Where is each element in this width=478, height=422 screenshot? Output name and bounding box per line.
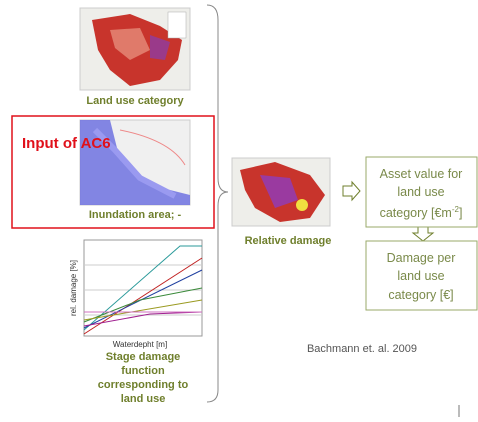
asset-text: Asset value for [380, 167, 463, 181]
asset-text: category [€m [380, 206, 452, 220]
input-label: Input of AC6 [22, 135, 111, 152]
land-use-map [80, 8, 190, 90]
y-axis-label: rel. damage [%] [69, 260, 78, 316]
relative-damage-label: Relative damage [245, 235, 332, 247]
inundation-label: Inundation area; - [89, 209, 182, 221]
x-axis-label: Waterdepht [m] [113, 340, 167, 349]
brace [207, 5, 228, 402]
asset-text: ] [459, 206, 462, 220]
diagram: Land use category Inundation area; - Inp… [0, 0, 478, 422]
relative-damage-map [232, 158, 330, 226]
stage-damage-chart [84, 240, 202, 336]
asset-text: category [€m-2] [380, 205, 463, 220]
arrow-down [413, 227, 433, 241]
damage-text: category [€] [388, 288, 453, 302]
stage-damage-label: land use [121, 393, 166, 405]
stage-damage-label: function [121, 365, 165, 377]
stage-damage-label: Stage damage [106, 351, 181, 363]
asset-text: land use [397, 185, 444, 199]
damage-text: Damage per [387, 251, 456, 265]
arrow-right [343, 182, 360, 200]
slide-mark [458, 405, 460, 417]
inundation-map [80, 120, 190, 205]
damage-text: land use [397, 269, 444, 283]
citation: Bachmann et. al. 2009 [307, 343, 417, 355]
stage-damage-label: corresponding to [98, 379, 189, 391]
land-use-label: Land use category [86, 95, 184, 107]
